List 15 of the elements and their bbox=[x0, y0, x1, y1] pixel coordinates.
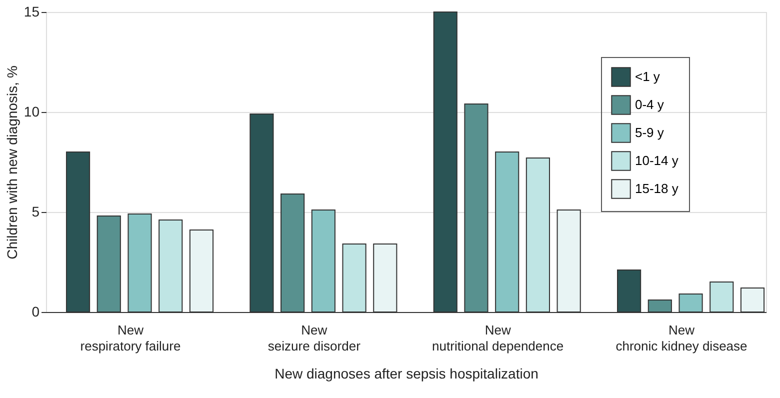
y-tick-label: 5 bbox=[32, 204, 40, 220]
x-tick-label: New nutritional dependence bbox=[432, 322, 564, 354]
legend-label: 15-18 y bbox=[635, 181, 679, 196]
y-tick-label: 10 bbox=[24, 104, 40, 120]
x-axis-title: New diagnoses after sepsis hospitalization bbox=[274, 366, 538, 382]
y-axis-title: Children with new diagnosis, % bbox=[4, 66, 20, 260]
y-tick-label: 0 bbox=[32, 304, 40, 320]
x-tick-label: New seizure disorder bbox=[268, 322, 362, 354]
x-tick-label: New chronic kidney disease bbox=[616, 322, 748, 354]
legend-label: 10-14 y bbox=[635, 153, 679, 168]
y-tick-label: 15 bbox=[24, 4, 40, 20]
x-tick-label: New respiratory failure bbox=[80, 322, 181, 354]
legend-label: 0-4 y bbox=[635, 97, 664, 112]
legend-label: <1 y bbox=[635, 69, 660, 84]
legend-label: 5-9 y bbox=[635, 125, 664, 140]
